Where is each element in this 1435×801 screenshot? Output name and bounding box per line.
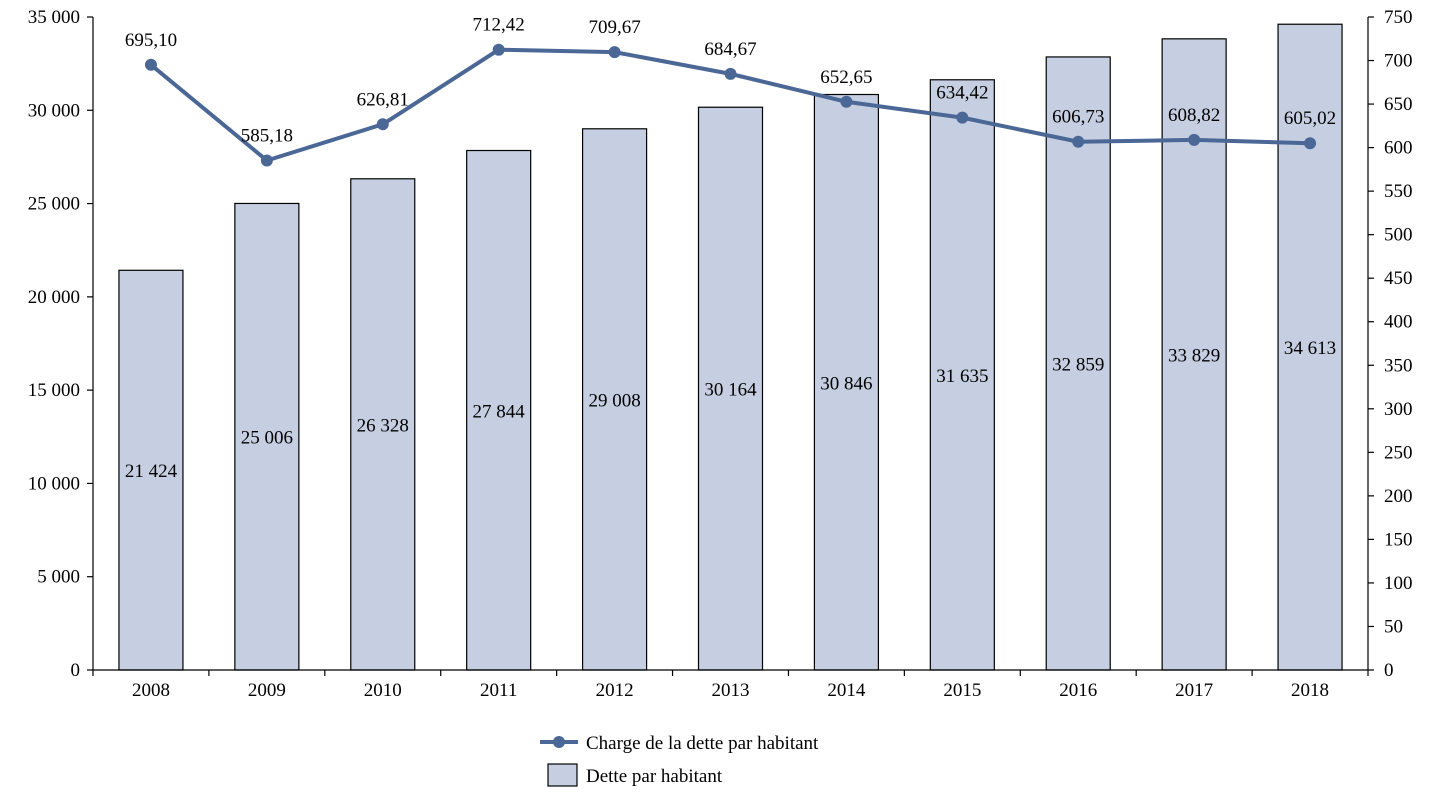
right-axis-tick-label: 500	[1384, 225, 1413, 246]
line-label-2018: 605,02	[1284, 108, 1336, 129]
bar-data-labels: 21 424 25 006 26 328 27 844 29 008 30 164 30 8…	[125, 338, 1336, 482]
line-point-2016	[1072, 135, 1085, 148]
x-axis-tick-label: 2014	[827, 680, 866, 701]
bar-label-2008: 21 424	[125, 461, 178, 482]
right-axis-tick-label: 150	[1384, 529, 1413, 550]
line-label-2016: 606,73	[1052, 107, 1104, 128]
left-axis-tick-label: 5 000	[37, 567, 80, 588]
bar-2013	[697, 106, 764, 671]
bar-label-2016: 32 859	[1052, 354, 1104, 375]
line-point-2018	[1304, 137, 1317, 150]
bar-label-2013: 30 164	[704, 380, 757, 401]
bar-label-2015: 31 635	[936, 366, 988, 387]
bar-series	[118, 23, 1343, 671]
right-axis-tick-label: 350	[1384, 355, 1413, 376]
right-axis-tick-label: 700	[1384, 51, 1413, 72]
line-label-2011: 712,42	[473, 15, 525, 36]
left-axis-tick-label: 35 000	[28, 7, 80, 28]
left-axis-tick-label: 15 000	[28, 380, 80, 401]
legend-item-bar: Dette par habitant	[547, 763, 723, 787]
right-axis-tick-label: 450	[1384, 268, 1413, 289]
bar-label-2010: 26 328	[357, 415, 409, 436]
x-axis-tick-label: 2018	[1291, 680, 1329, 701]
x-axis-tick-label: 2012	[596, 680, 634, 701]
line-point-2011	[492, 43, 505, 56]
legend-label-line: Charge de la dette par habitant	[586, 733, 819, 754]
right-axis-tick-label: 400	[1384, 312, 1413, 333]
line-point-2013	[724, 67, 737, 80]
line-point-2014	[840, 95, 853, 108]
right-axis-tick-label: 300	[1384, 399, 1413, 420]
line-label-2017: 608,82	[1168, 105, 1220, 126]
line-label-2009: 585,18	[241, 126, 293, 147]
left-axis-tick-label: 20 000	[28, 287, 80, 308]
legend-item-line: Charge de la dette par habitant	[540, 733, 819, 754]
line-series	[144, 43, 1317, 167]
bar-2009	[234, 202, 300, 671]
right-axis-tick-label: 750	[1384, 7, 1413, 28]
line-point-2010	[376, 118, 389, 131]
right-axis-tick-label: 0	[1384, 660, 1394, 681]
legend-bar-swatch	[547, 763, 578, 787]
line-label-2015: 634,42	[936, 83, 988, 104]
bar-label-2011: 27 844	[473, 401, 526, 422]
line-label-2013: 684,67	[704, 39, 756, 60]
bar-label-2018: 34 613	[1284, 338, 1336, 359]
line-point-2015	[956, 111, 969, 124]
line-label-2010: 626,81	[357, 89, 409, 110]
bar-2014	[813, 93, 880, 671]
bar-2012	[581, 128, 648, 671]
right-axis-tick-label: 600	[1384, 138, 1413, 159]
x-axis-tick-label: 2013	[712, 680, 750, 701]
x-axis: 2008 2009 2010 2011 2012 2013 2014 2015 2016 2017…	[92, 669, 1369, 701]
line-label-2014: 652,65	[820, 67, 872, 88]
right-axis-tick-label: 250	[1384, 442, 1413, 463]
left-axis-tick-label: 30 000	[28, 100, 80, 121]
bar-2016	[1045, 56, 1111, 671]
line-data-labels: 695,10 585,18 626,81 712,42 709,67 684,67 652,…	[125, 15, 1336, 147]
right-axis-tick-label: 50	[1384, 616, 1403, 637]
right-axis-tick-label: 200	[1384, 486, 1413, 507]
x-axis-tick-label: 2011	[480, 680, 517, 701]
legend-line-marker	[553, 736, 565, 748]
line-point-2008	[144, 58, 157, 71]
legend-label-bar: Dette par habitant	[586, 766, 723, 787]
x-axis-tick-label: 2009	[248, 680, 286, 701]
bar-label-2009: 25 006	[241, 428, 293, 449]
left-y-axis: 0 5 000 10 000 15 000 20 000 25 000 30 000 35 0…	[28, 7, 94, 681]
right-axis-tick-label: 650	[1384, 94, 1413, 115]
x-axis-tick-label: 2016	[1059, 680, 1097, 701]
left-axis-tick-label: 25 000	[28, 194, 80, 215]
right-axis-tick-label: 100	[1384, 573, 1413, 594]
x-axis-tick-label: 2017	[1175, 680, 1213, 701]
line-point-2009	[260, 154, 273, 167]
x-axis-tick-label: 2010	[364, 680, 402, 701]
left-axis-tick-label: 10 000	[28, 473, 80, 494]
bar-2018	[1277, 23, 1343, 671]
line-label-2008: 695,10	[125, 30, 177, 51]
bar-2015	[929, 79, 995, 671]
bar-2011	[466, 149, 532, 671]
bar-label-2014: 30 846	[820, 373, 872, 394]
left-axis-tick-label: 0	[71, 660, 81, 681]
line-point-2017	[1188, 133, 1201, 146]
x-axis-tick-label: 2015	[943, 680, 981, 701]
right-y-axis: 0 50 100 150 200 250 300 350 400 450 500 550 600 650 7…	[1367, 7, 1413, 681]
legend: Charge de la dette par habitant Dette pa…	[540, 733, 819, 787]
x-axis-tick-label: 2008	[132, 680, 170, 701]
line-label-2012: 709,67	[588, 17, 640, 38]
line-point-2012	[608, 46, 621, 59]
bar-label-2012: 29 008	[588, 390, 640, 411]
bar-label-2017: 33 829	[1168, 345, 1220, 366]
right-axis-tick-label: 550	[1384, 181, 1413, 202]
